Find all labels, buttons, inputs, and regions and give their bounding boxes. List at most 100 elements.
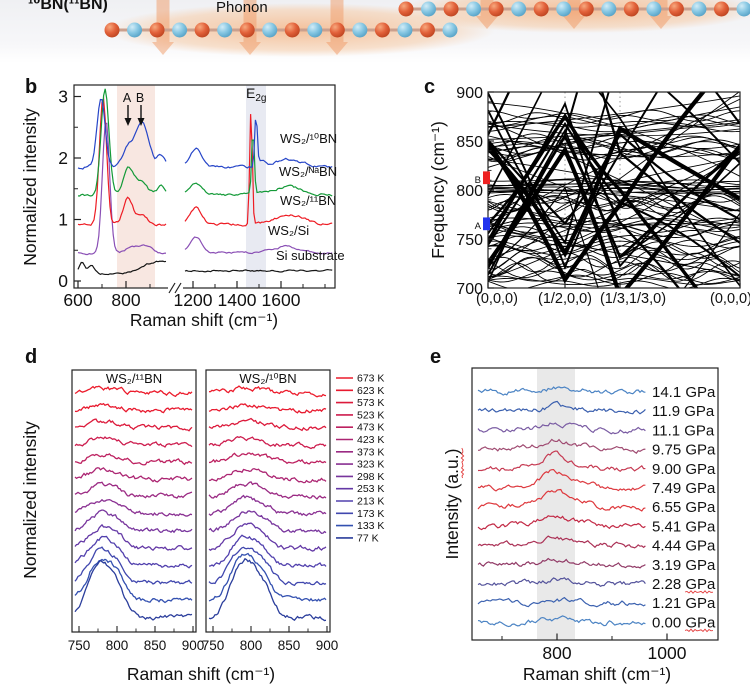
panel-e-xlabel: Raman shift (cm⁻¹) <box>523 664 671 684</box>
temperature-spectrum <box>74 481 193 499</box>
pressure-label: 11.9 GPa <box>652 403 715 420</box>
nitrogen-atom <box>736 1 750 17</box>
phonon-arrow-head <box>152 42 174 55</box>
nitrogen-atom <box>127 22 143 38</box>
x-tick-label: 1000 <box>648 643 687 663</box>
pressure-label: 3.19 GPa <box>652 557 716 574</box>
temperature-spectrum <box>74 559 193 621</box>
subpanel-title: WS₂/¹⁰BN <box>239 371 296 386</box>
boron-atom <box>329 22 345 38</box>
x-tick-label: (0,0,0) <box>476 291 518 307</box>
spectrum-3 <box>77 122 167 256</box>
boron-atom <box>533 1 549 17</box>
boron-atom <box>104 22 120 38</box>
y-tick-label: 1 <box>58 210 68 230</box>
legend-label: 298 K <box>357 471 384 483</box>
panel-b-curves <box>77 88 333 276</box>
legend-label: 323 K <box>357 459 384 471</box>
panel-b-letter: b <box>25 76 37 98</box>
sic-squiggle-underline <box>684 628 714 633</box>
pressure-label: 5.41 GPa <box>652 518 716 535</box>
x-tick-label: 750 <box>202 638 225 653</box>
x-tick-label: 800 <box>106 638 129 653</box>
panel-c-letter: c <box>424 76 435 98</box>
bn-isotope-label: ¹⁰BN(¹¹BN) <box>28 0 108 13</box>
phonon-arrow-head <box>326 42 348 55</box>
pressure-label: 9.75 GPa <box>652 442 716 459</box>
temperature-spectrum <box>74 546 193 585</box>
temperature-spectrum <box>74 535 193 569</box>
nitrogen-atom <box>511 1 527 17</box>
pressure-label: 14.1 GPa <box>652 384 716 401</box>
legend-label: 253 K <box>357 483 384 495</box>
panel-e-frame <box>471 367 719 641</box>
panel-d-ylabel: Normalized intensity <box>20 421 40 579</box>
mode-marker-label: B <box>475 175 481 186</box>
peak-band-highlight <box>537 369 575 639</box>
legend-label: 573 K <box>357 397 384 409</box>
boron-atom <box>668 1 684 17</box>
pressure-spectrum <box>477 515 646 531</box>
panel-b-frame <box>73 84 336 289</box>
boron-atom <box>713 1 729 17</box>
panel-d-curves-0 <box>74 385 193 621</box>
pressure-spectrum <box>477 488 646 512</box>
subpanel-title: WS₂/¹¹BN <box>106 371 162 386</box>
x-tick-label: 800 <box>111 290 140 310</box>
x-tick-label: (0,0,0) <box>710 291 750 307</box>
pressure-label: 1.21 GPa <box>652 595 716 612</box>
boron-atom <box>398 1 414 17</box>
temperature-spectrum <box>208 494 327 517</box>
legend-label: 373 K <box>357 446 384 458</box>
spectrum-0 <box>184 119 333 169</box>
x-tick-label: (1/3,1/3,0) <box>600 291 666 307</box>
panel-d-letter: d <box>25 346 37 368</box>
pressure-spectrum <box>477 438 646 454</box>
x-tick-label: (1/2,0,0) <box>538 291 592 307</box>
boron-atom <box>443 1 459 17</box>
spectrum-3 <box>184 236 333 255</box>
phonon-branches <box>488 92 740 288</box>
phonon-arrow-head <box>476 16 498 29</box>
illustration-banner: ¹⁰BN(¹¹BN) Phonon <box>0 0 750 63</box>
nitrogen-atom <box>601 1 617 17</box>
legend-label: 523 K <box>357 409 384 421</box>
pressure-spectrum <box>477 400 646 415</box>
panel-e-curves <box>477 386 646 628</box>
temperature-spectrum <box>208 436 327 450</box>
nitrogen-atom <box>691 1 707 17</box>
spectrum-2 <box>77 96 167 227</box>
annotation-arrow-head <box>124 118 132 126</box>
panel-d-temperature-series: d Normalized intensity Raman shift (cm⁻¹… <box>20 346 384 684</box>
panel-e-letter: e <box>430 346 441 368</box>
y-tick-label: 900 <box>456 85 483 102</box>
nitrogen-atom <box>217 22 233 38</box>
y-tick-label: 0 <box>58 271 68 291</box>
boron-atom <box>578 1 594 17</box>
phonon-arrow-head <box>650 16 672 29</box>
temperature-spectrum <box>208 452 327 465</box>
panel-c-phonon-dispersion: c Frequency (cm⁻¹) 700 750 800 850 900 (0,0,0… <box>424 76 750 307</box>
temperature-spectrum <box>74 498 193 517</box>
x-tick-label: 800 <box>240 638 263 653</box>
x-tick-label: 850 <box>144 638 167 653</box>
temperature-spectrum <box>74 385 193 398</box>
pressure-spectrum <box>477 615 646 628</box>
x-tick-label: 800 <box>542 643 571 663</box>
panel-e-ylabel-group: Intensity (a.u.) <box>442 447 465 559</box>
legend-label: 173 K <box>357 508 384 520</box>
nitrogen-atom <box>556 1 572 17</box>
annotation-arrow-head <box>137 118 145 126</box>
series-label: Si substrate <box>276 248 345 263</box>
nitrogen-atom <box>466 1 482 17</box>
pressure-spectrum <box>477 596 646 608</box>
annotation-B: B <box>136 91 144 105</box>
boron-atom <box>374 22 390 38</box>
x-tick-label: 1400 <box>218 290 257 310</box>
y-tick-label: 3 <box>58 87 68 107</box>
temperature-spectrum <box>208 417 327 432</box>
temperature-spectrum <box>208 534 327 568</box>
pressure-label: 4.44 GPa <box>652 538 716 555</box>
boron-atom <box>284 22 300 38</box>
